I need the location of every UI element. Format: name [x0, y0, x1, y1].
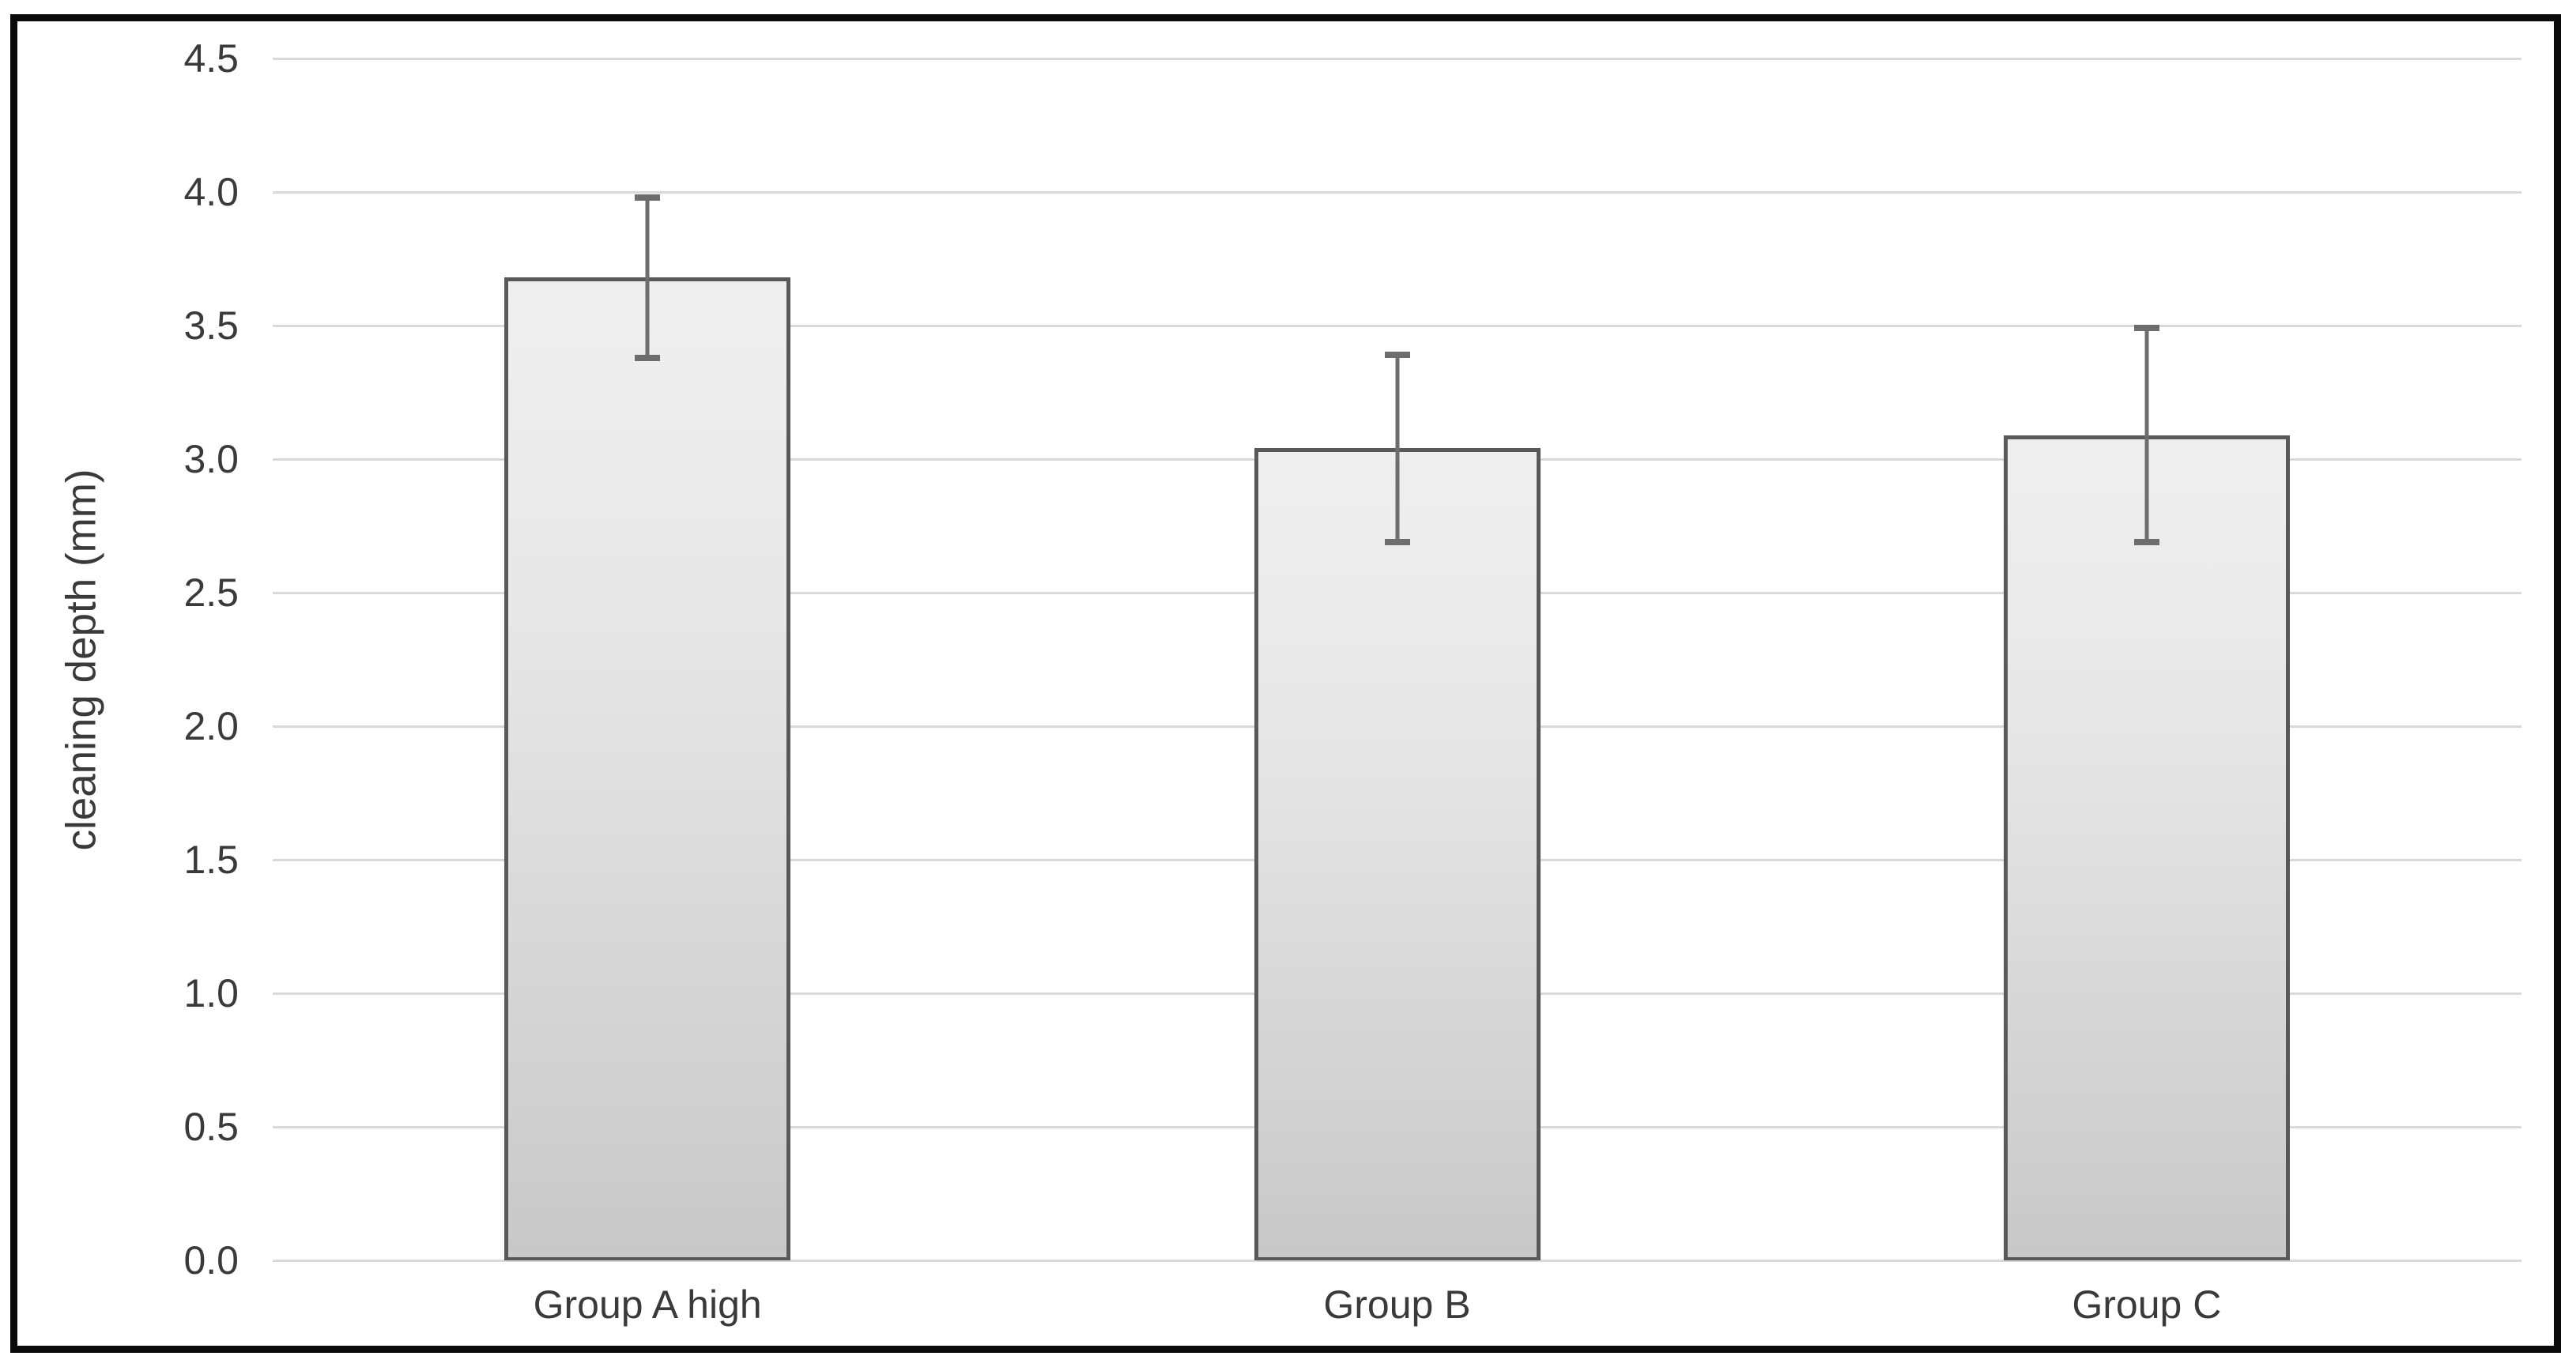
y-tick-label-1.5: 1.5 — [183, 838, 239, 882]
error-bar-cap-bottom — [1384, 538, 1410, 545]
error-bar-group-c — [2133, 325, 2159, 545]
error-bar-cap-top — [2133, 325, 2159, 332]
y-tick-label-4.0: 4.0 — [183, 170, 239, 214]
figure-border — [10, 14, 2561, 1353]
error-bar-cap-bottom — [635, 354, 661, 361]
y-tick-label-3.5: 3.5 — [183, 303, 239, 348]
error-bar-group-a-high — [635, 194, 661, 361]
y-tick-label-4.5: 4.5 — [183, 36, 239, 81]
gridline-y-4.0 — [273, 190, 2521, 194]
y-tick-label-0.0: 0.0 — [183, 1238, 239, 1282]
y-tick-label-0.5: 0.5 — [183, 1105, 239, 1149]
error-bar-stem — [2144, 328, 2149, 542]
bar-group-c — [2003, 435, 2290, 1260]
y-tick-label-3.0: 3.0 — [183, 437, 239, 481]
y-tick-label-2.0: 2.0 — [183, 704, 239, 748]
error-bar-cap-top — [1384, 352, 1410, 359]
y-tick-label-1.0: 1.0 — [183, 971, 239, 1015]
error-bar-group-b — [1384, 352, 1410, 545]
category-label-group-c: Group C — [2072, 1282, 2222, 1327]
gridline-y-0.0 — [273, 1259, 2521, 1262]
gridline-y-4.5 — [273, 57, 2521, 60]
y-tick-label-2.5: 2.5 — [183, 571, 239, 615]
error-bar-stem — [645, 197, 650, 358]
gridline-y-3.5 — [273, 324, 2521, 327]
error-bar-cap-top — [635, 194, 661, 201]
bar-group-a-high — [504, 277, 791, 1260]
bar-group-b — [1254, 448, 1541, 1260]
plot-area — [273, 57, 2521, 1262]
y-axis-title: cleaning depth (mm) — [58, 469, 105, 851]
error-bar-stem — [1395, 355, 1399, 542]
category-label-group-b: Group B — [1323, 1282, 1471, 1327]
error-bar-cap-bottom — [2133, 538, 2159, 545]
category-label-group-a-high: Group A high — [533, 1282, 762, 1327]
